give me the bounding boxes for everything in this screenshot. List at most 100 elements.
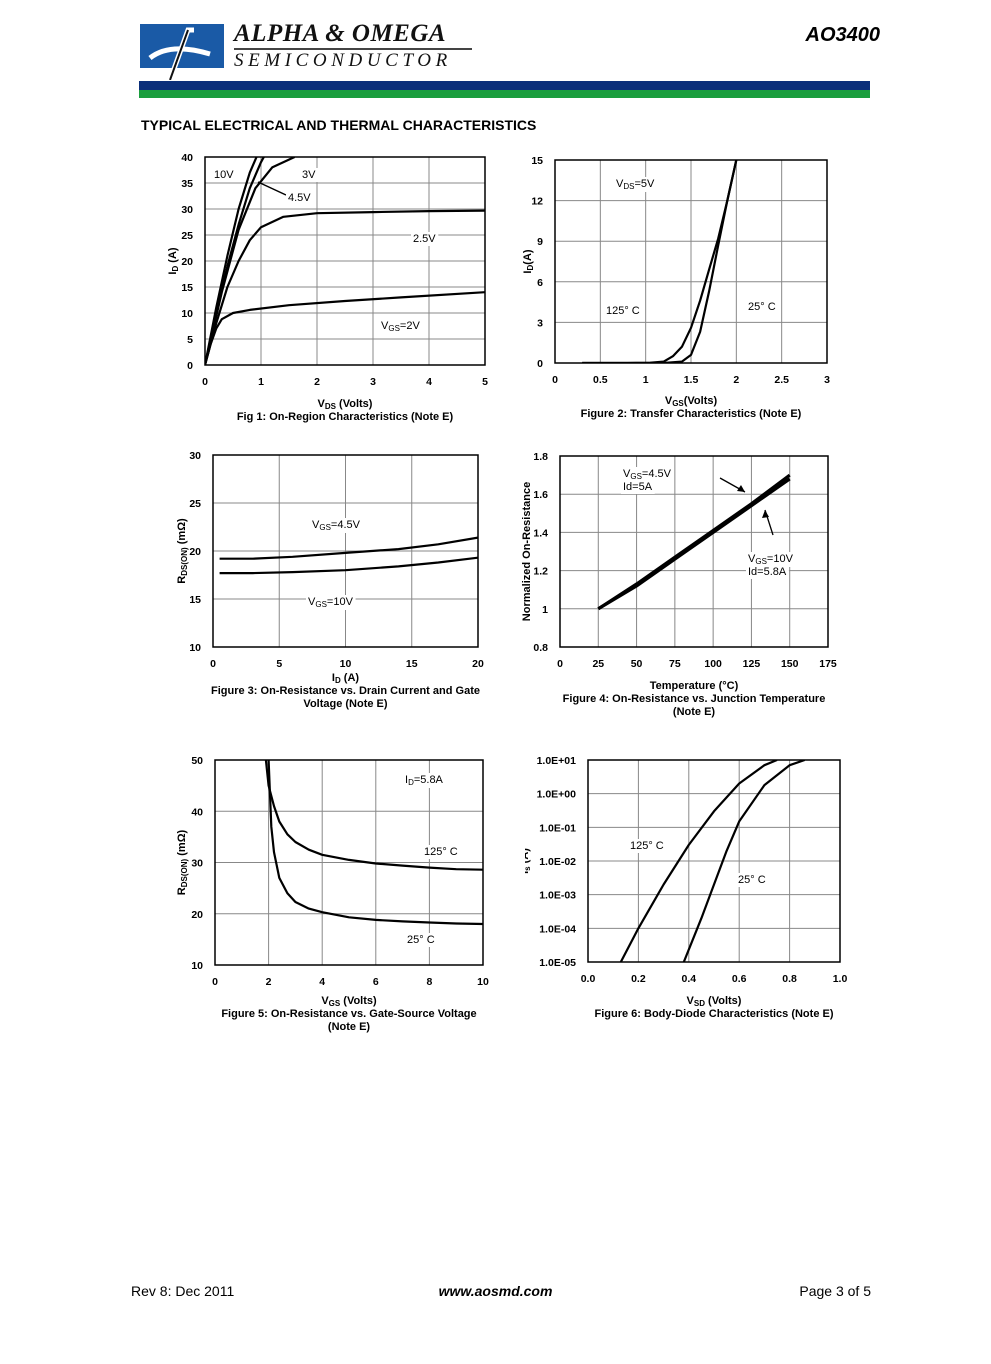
annotation-bg bbox=[628, 839, 666, 853]
y-tick-label: 0.8 bbox=[533, 642, 548, 654]
x-tick-label: 2 bbox=[314, 376, 320, 388]
y-tick-label: 10 bbox=[191, 960, 203, 972]
fig4-chart: 0 25 50 75 100 125 150 175 0.8 1 1.2 1.4 1.6 1.8 Norm… bbox=[521, 451, 837, 718]
fig5-caption: Figure 5: On-Resistance vs. Gate-Source … bbox=[221, 1008, 476, 1033]
fig5-label-125c: 125° C bbox=[424, 846, 458, 858]
x-tick-label: 0 bbox=[202, 376, 208, 388]
x-tick-label: 0.8 bbox=[782, 973, 797, 985]
x-tick-label: 0.0 bbox=[581, 973, 596, 985]
annotation-bg bbox=[621, 467, 674, 482]
y-tick-label: 30 bbox=[189, 450, 201, 462]
footer-website-link[interactable]: www.aosmd.com bbox=[438, 1283, 553, 1299]
x-tick-label: 175 bbox=[819, 658, 837, 670]
x-tick-label: 5 bbox=[482, 376, 488, 388]
x-tick-label: 15 bbox=[406, 658, 418, 670]
y-tick-label: 10 bbox=[181, 308, 193, 320]
y-tick-label: 1.0E-05 bbox=[539, 957, 576, 969]
y-tick-label: 25 bbox=[189, 498, 201, 510]
section-title: TYPICAL ELECTRICAL AND THERMAL CHARACTER… bbox=[141, 117, 537, 133]
series-line-0 bbox=[264, 760, 483, 871]
annotation-bg bbox=[300, 168, 319, 182]
fig1-label-4p5v: 4.5V bbox=[288, 192, 311, 204]
x-tick-label: 0.6 bbox=[732, 973, 747, 985]
y-tick-label: 1.0E-02 bbox=[539, 856, 576, 868]
x-tick-label: 8 bbox=[426, 976, 432, 988]
x-tick-label: 10 bbox=[477, 976, 489, 988]
fig4-label-id5a: Id=5A bbox=[623, 481, 653, 493]
fig6-caption: Figure 6: Body-Diode Characteristics (No… bbox=[595, 1008, 834, 1020]
annotation-bg bbox=[736, 873, 768, 887]
fig6-label-125c: 125° C bbox=[630, 840, 664, 852]
fig2-caption: Figure 2: Transfer Characteristics (Note… bbox=[581, 408, 802, 420]
fig3-ylabel: RDS(ON) (mΩ) bbox=[176, 518, 189, 584]
y-tick-label: 1 bbox=[542, 604, 548, 616]
fig6-label-25c: 25° C bbox=[738, 874, 766, 886]
x-tick-label: 0.5 bbox=[593, 374, 608, 386]
annotation-bg bbox=[405, 933, 437, 947]
y-tick-label: 35 bbox=[181, 178, 193, 190]
series-line-4 bbox=[205, 291, 485, 365]
footer-revision: Rev 8: Dec 2011 bbox=[131, 1283, 235, 1299]
x-tick-label: 0 bbox=[210, 658, 216, 670]
company-name: ALPHA & OMEGA bbox=[234, 20, 447, 47]
x-tick-label: 1 bbox=[643, 374, 649, 386]
fig1-chart: 0 1 2 3 4 5 0 5 10 15 20 25 30 35 40 ID (A) VDS (Volts… bbox=[167, 152, 488, 423]
x-tick-label: 4 bbox=[426, 376, 432, 388]
y-tick-label: 25 bbox=[181, 230, 193, 242]
fig1-ylabel: ID (A) bbox=[167, 247, 180, 275]
header-band-blue bbox=[139, 81, 870, 90]
x-tick-label: 125 bbox=[743, 658, 761, 670]
series-line-0 bbox=[219, 536, 478, 560]
x-tick-label: 0.2 bbox=[631, 973, 646, 985]
y-tick-label: 1.0E-01 bbox=[539, 822, 576, 834]
y-tick-label: 10 bbox=[189, 642, 201, 654]
fig3-xlabel: ID (A) bbox=[332, 672, 360, 685]
fig6-ylabel: Is (A) bbox=[525, 848, 532, 874]
annotation-bg bbox=[212, 168, 237, 182]
fig1-label-vgs2v: VGS=2V bbox=[381, 320, 420, 333]
company-subtitle: SEMICONDUCTOR bbox=[234, 50, 452, 71]
x-tick-label: 50 bbox=[631, 658, 643, 670]
fig6-chart: 0.0 0.2 0.4 0.6 0.8 1.0 1.0E-05 1.0E-04 1.0E-03 1… bbox=[525, 755, 847, 1020]
series-line-1 bbox=[597, 477, 791, 611]
fig4-label-id5p8a: Id=5.8A bbox=[748, 566, 787, 578]
x-tick-label: 1.5 bbox=[684, 374, 699, 386]
fig2-label-125c: 125° C bbox=[606, 305, 640, 317]
y-tick-label: 1.0E+01 bbox=[537, 755, 577, 767]
y-tick-label: 1.6 bbox=[533, 489, 548, 501]
fig2-ylabel: ID(A) bbox=[522, 249, 535, 273]
fig1-label-2p5v: 2.5V bbox=[413, 233, 436, 245]
company-logo-icon bbox=[140, 24, 224, 80]
fig3-label-vgs10v: VGS=10V bbox=[308, 596, 354, 609]
annotation-bg bbox=[422, 845, 460, 859]
x-tick-label: 3 bbox=[824, 374, 830, 386]
fig4-label-vgs4p5v: VGS=4.5V bbox=[623, 468, 672, 481]
annotation-bg bbox=[411, 232, 439, 246]
fig5-chart: 0 2 4 6 8 10 10 20 30 40 50 RDS(ON) (mΩ) VGS (Volt… bbox=[176, 755, 489, 1033]
y-tick-label: 15 bbox=[181, 282, 193, 294]
x-tick-label: 75 bbox=[669, 658, 681, 670]
fig1-caption: Fig 1: On-Region Characteristics (Note E… bbox=[237, 411, 454, 423]
fig4-xlabel: Temperature (°C) bbox=[650, 680, 739, 692]
series-line-0 bbox=[597, 473, 791, 611]
x-tick-label: 150 bbox=[781, 658, 799, 670]
x-tick-label: 0 bbox=[552, 374, 558, 386]
footer-page-number: Page 3 of 5 bbox=[799, 1283, 871, 1299]
y-tick-label: 50 bbox=[191, 755, 203, 767]
x-tick-label: 2.5 bbox=[774, 374, 789, 386]
x-tick-label: 5 bbox=[276, 658, 282, 670]
y-tick-label: 0 bbox=[187, 360, 193, 372]
y-tick-label: 1.4 bbox=[533, 527, 548, 539]
series-line-2 bbox=[205, 157, 266, 365]
annotation-bg bbox=[621, 480, 655, 494]
fig4-caption: Figure 4: On-Resistance vs. Junction Tem… bbox=[563, 693, 826, 718]
x-tick-label: 6 bbox=[373, 976, 379, 988]
annotation-bg bbox=[614, 177, 658, 192]
annotation-bg bbox=[286, 191, 314, 205]
y-tick-label: 3 bbox=[537, 317, 543, 329]
fig4-label-vgs10v: VGS=10V bbox=[748, 553, 794, 566]
part-number: AO3400 bbox=[805, 24, 881, 46]
x-tick-label: 1 bbox=[258, 376, 264, 388]
fig2-chart: 0 0.5 1 1.5 2 2.5 3 0 3 6 9 12 15 ID(A) VGS(Volts) F… bbox=[522, 155, 830, 420]
y-tick-label: 12 bbox=[531, 196, 543, 208]
